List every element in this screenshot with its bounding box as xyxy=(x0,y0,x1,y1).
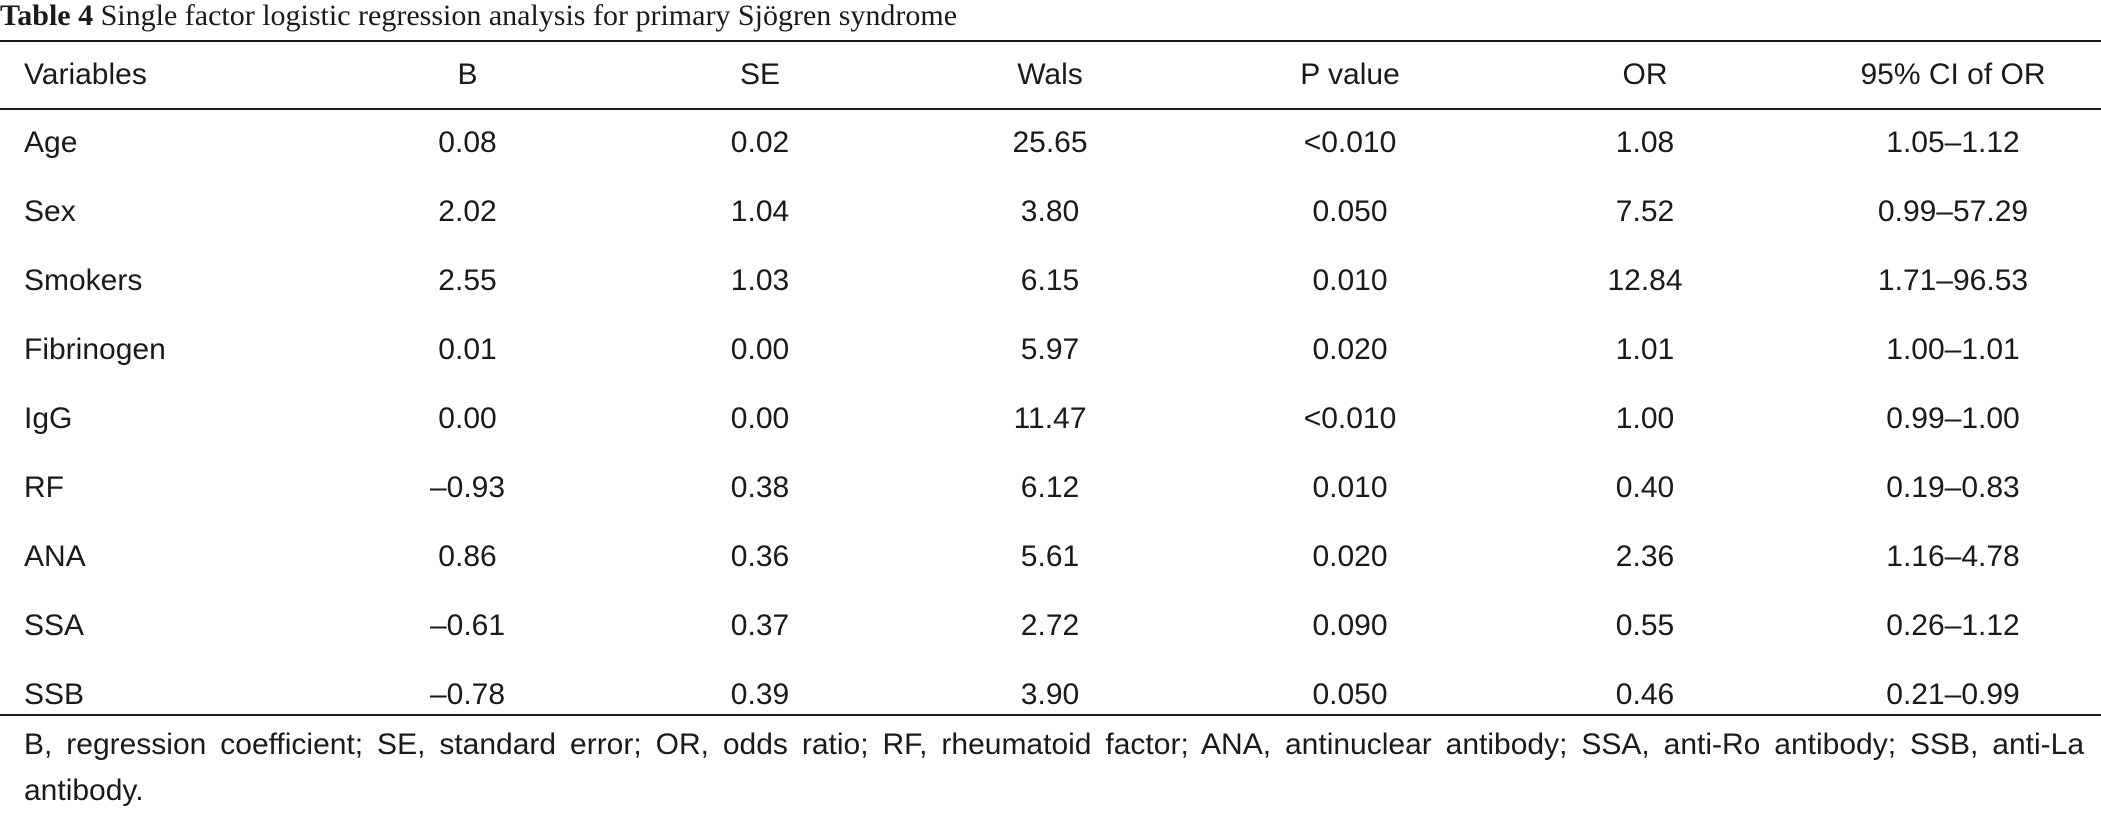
cell-b: –0.78 xyxy=(429,677,506,711)
header-ci: 95% CI of OR xyxy=(1860,58,2046,91)
table-row: RF –0.93 0.38 6.12 0.010 0.40 0.19–0.83 xyxy=(0,453,2101,522)
table-footnote: B, regression coefficient; SE, standard … xyxy=(24,728,2084,807)
cell-se: 0.36 xyxy=(730,539,790,573)
table-row: Sex 2.02 1.04 3.80 0.050 7.52 0.99–57.29 xyxy=(0,177,2101,246)
cell-or: 1.01 xyxy=(1615,332,1675,366)
cell-p-value: 0.010 xyxy=(1312,263,1388,297)
cell-se: 0.02 xyxy=(730,125,790,159)
cell-ci: 0.26–1.12 xyxy=(1886,608,2020,642)
cell-ci: 1.05–1.12 xyxy=(1886,125,2020,159)
cell-ci: 1.16–4.78 xyxy=(1886,539,2020,573)
cell-variable: Smokers xyxy=(24,263,143,297)
table-row: Fibrinogen 0.01 0.00 5.97 0.020 1.01 1.00–1.01 xyxy=(0,315,2101,384)
cell-se: 0.00 xyxy=(730,401,790,435)
cell-ci: 0.99–1.00 xyxy=(1886,401,2020,435)
cell-or: 7.52 xyxy=(1615,194,1675,228)
cell-wals: 5.97 xyxy=(1020,332,1080,366)
cell-ci: 0.19–0.83 xyxy=(1886,470,2020,504)
cell-se: 0.38 xyxy=(730,470,790,504)
regression-table: Variables B SE Wals P value OR 95% CI of… xyxy=(0,42,2101,729)
cell-wals: 11.47 xyxy=(1013,401,1087,435)
cell-wals: 5.61 xyxy=(1020,539,1080,573)
header-p-value: P value xyxy=(1300,58,1400,91)
table-header: Variables B SE Wals P value OR 95% CI of… xyxy=(0,42,2101,108)
cell-variable: SSA xyxy=(24,608,85,642)
table-row: Age 0.08 0.02 25.65 <0.010 1.08 1.05–1.12 xyxy=(0,108,2101,177)
cell-b: 2.55 xyxy=(438,263,497,297)
header-or: OR xyxy=(1622,58,1668,91)
cell-p-value: <0.010 xyxy=(1303,125,1397,159)
cell-wals: 3.90 xyxy=(1020,677,1080,711)
cell-b: 2.02 xyxy=(438,194,497,228)
cell-b: 0.01 xyxy=(438,332,497,366)
top-rule xyxy=(0,40,2101,42)
table-row: Smokers 2.55 1.03 6.15 0.010 12.84 1.71–96.53 xyxy=(0,246,2101,315)
table-title: Single factor logistic regression analys… xyxy=(100,0,958,32)
cell-b: 0.08 xyxy=(438,125,497,159)
cell-b: 0.00 xyxy=(438,401,497,435)
cell-p-value: <0.010 xyxy=(1303,401,1397,435)
table-row: SSB –0.78 0.39 3.90 0.050 0.46 0.21–0.99 xyxy=(0,660,2101,729)
table-row: SSA –0.61 0.37 2.72 0.090 0.55 0.26–1.12 xyxy=(0,591,2101,660)
cell-variable: Fibrinogen xyxy=(24,332,166,366)
cell-wals: 6.12 xyxy=(1020,470,1080,504)
cell-b: –0.93 xyxy=(429,470,506,504)
cell-or: 12.84 xyxy=(1607,263,1683,297)
cell-ci: 1.00–1.01 xyxy=(1886,332,2020,366)
cell-ci: 1.71–96.53 xyxy=(1877,263,2029,297)
cell-p-value: 0.050 xyxy=(1312,677,1388,711)
header-wals: Wals xyxy=(1017,58,1083,91)
cell-or: 1.08 xyxy=(1615,125,1675,159)
cell-wals: 3.80 xyxy=(1020,194,1080,228)
header-b: B xyxy=(457,58,478,91)
cell-p-value: 0.010 xyxy=(1312,470,1388,504)
table-label: Table 4 xyxy=(0,0,94,32)
cell-se: 0.37 xyxy=(730,608,790,642)
cell-p-value: 0.090 xyxy=(1312,608,1388,642)
cell-p-value: 0.020 xyxy=(1312,332,1388,366)
cell-wals: 6.15 xyxy=(1020,263,1080,297)
cell-wals: 25.65 xyxy=(1012,125,1088,159)
cell-or: 0.46 xyxy=(1615,677,1675,711)
cell-b: –0.61 xyxy=(429,608,506,642)
cell-variable: SSB xyxy=(24,677,85,711)
cell-variable: IgG xyxy=(24,401,73,435)
cell-or: 0.55 xyxy=(1615,608,1675,642)
cell-se: 0.39 xyxy=(730,677,790,711)
cell-se: 1.03 xyxy=(730,263,790,297)
cell-p-value: 0.050 xyxy=(1312,194,1388,228)
cell-ci: 0.99–57.29 xyxy=(1877,194,2029,228)
table-row: IgG 0.00 0.00 11.47 <0.010 1.00 0.99–1.00 xyxy=(0,384,2101,453)
header-se: SE xyxy=(739,58,781,91)
cell-variable: Sex xyxy=(24,194,76,228)
cell-ci: 0.21–0.99 xyxy=(1886,677,2020,711)
cell-se: 0.00 xyxy=(730,332,790,366)
table-row: ANA 0.86 0.36 5.61 0.020 2.36 1.16–4.78 xyxy=(0,522,2101,591)
cell-se: 1.04 xyxy=(730,194,790,228)
cell-variable: Age xyxy=(24,125,78,159)
cell-or: 0.40 xyxy=(1615,470,1675,504)
header-row: Variables B SE Wals P value OR 95% CI of… xyxy=(0,42,2101,108)
cell-or: 2.36 xyxy=(1615,539,1675,573)
cell-b: 0.86 xyxy=(438,539,497,573)
table-caption: Table 4 Single factor logistic regressio… xyxy=(0,0,957,40)
cell-variable: RF xyxy=(24,470,64,504)
bottom-rule xyxy=(0,714,2101,716)
header-variables: Variables xyxy=(24,58,147,91)
cell-or: 1.00 xyxy=(1615,401,1675,435)
table-body: Age 0.08 0.02 25.65 <0.010 1.08 1.05–1.12 Sex 2.… xyxy=(0,108,2101,729)
cell-p-value: 0.020 xyxy=(1312,539,1388,573)
cell-variable: ANA xyxy=(24,539,86,573)
header-rule xyxy=(0,108,2101,110)
cell-wals: 2.72 xyxy=(1020,608,1080,642)
